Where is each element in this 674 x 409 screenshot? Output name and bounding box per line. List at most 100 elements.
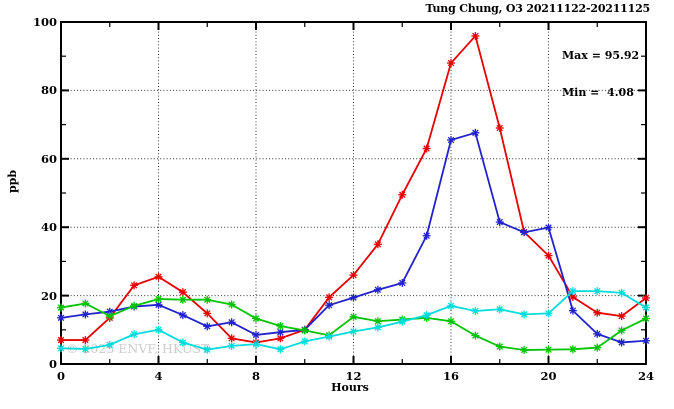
x-tick-label: 20 (540, 369, 557, 383)
marker-red (203, 310, 211, 317)
x-axis-label: Hours (331, 381, 369, 394)
marker-red (642, 294, 650, 302)
marker-cyan (642, 304, 650, 311)
marker-cyan (301, 338, 309, 345)
marker-cyan (252, 340, 260, 348)
marker-blue (496, 218, 504, 226)
marker-red (82, 336, 89, 344)
marker-blue (325, 301, 333, 309)
marker-green (82, 300, 89, 307)
stats-min: Min = 4.08 (562, 86, 634, 100)
marker-cyan (179, 339, 187, 346)
x-tick-label: 0 (56, 369, 65, 383)
marker-cyan (496, 306, 504, 313)
marker-cyan (130, 330, 138, 338)
marker-blue (520, 229, 528, 236)
y-tick-label: 60 (40, 151, 57, 166)
marker-green (545, 346, 552, 353)
marker-green (374, 317, 382, 325)
marker-blue (252, 331, 260, 339)
marker-green (106, 312, 114, 320)
marker-cyan (398, 318, 406, 325)
marker-red (374, 241, 382, 248)
x-tick-label: 16 (442, 369, 459, 383)
marker-cyan (155, 326, 162, 334)
marker-cyan (350, 328, 357, 335)
marker-green (228, 301, 235, 308)
marker-blue (350, 294, 357, 301)
y-tick-label: 20 (40, 288, 57, 303)
marker-green (569, 346, 577, 353)
marker-cyan (325, 333, 333, 340)
marker-green (57, 304, 65, 311)
marker-cyan (593, 287, 601, 295)
marker-green (472, 332, 479, 339)
marker-cyan (277, 346, 284, 353)
y-tick-label: 100 (32, 15, 57, 29)
y-tick-label: 0 (48, 357, 57, 371)
marker-green (593, 344, 601, 351)
marker-red (496, 124, 504, 132)
marker-cyan (545, 310, 552, 317)
marker-red (447, 59, 455, 67)
marker-green (642, 315, 650, 322)
marker-red (472, 32, 479, 40)
marker-red (179, 288, 187, 296)
marker-blue (472, 129, 479, 137)
stats-box: Max = 95.92 Min = 4.08 (562, 26, 639, 125)
marker-cyan (82, 345, 89, 353)
series-line-blue (60, 131, 647, 344)
marker-cyan (520, 311, 528, 318)
marker-cyan (228, 342, 235, 350)
y-tick-label: 80 (40, 83, 57, 98)
marker-cyan (423, 311, 430, 319)
marker-red (545, 252, 552, 259)
marker-blue (179, 311, 187, 319)
marker-red (618, 312, 625, 320)
marker-red (228, 335, 235, 342)
marker-green (130, 302, 138, 310)
marker-red (350, 271, 357, 279)
marker-blue (545, 224, 552, 231)
marker-blue (82, 311, 89, 318)
marker-red (423, 145, 430, 152)
marker-cyan (374, 324, 382, 331)
marker-cyan (203, 346, 211, 353)
x-tick-label: 8 (251, 369, 260, 383)
marker-green (350, 313, 357, 321)
marker-red (155, 273, 162, 281)
marker-green (203, 296, 211, 303)
marker-blue (203, 323, 211, 330)
marker-green (155, 295, 162, 303)
x-tick-label: 4 (154, 369, 163, 383)
marker-blue (618, 339, 625, 346)
y-axis-label: ppb (5, 169, 19, 194)
marker-red (569, 293, 577, 301)
marker-blue (277, 328, 284, 336)
marker-red (398, 191, 406, 198)
marker-blue (374, 286, 382, 294)
marker-red (277, 335, 284, 342)
marker-green (447, 317, 455, 325)
marker-green (520, 346, 528, 354)
marker-cyan (472, 307, 479, 315)
marker-blue (57, 314, 65, 322)
x-tick-label: 24 (637, 369, 654, 383)
marker-cyan (57, 345, 65, 352)
marker-red (593, 309, 601, 316)
marker-blue (398, 279, 406, 287)
x-tick-label: 12 (345, 369, 362, 383)
marker-cyan (447, 302, 455, 310)
marker-blue (423, 232, 430, 240)
marker-blue (447, 136, 455, 144)
y-tick-label: 40 (40, 220, 57, 235)
marker-green (277, 322, 284, 330)
marker-cyan (569, 287, 577, 295)
marker-green (496, 343, 504, 350)
marker-red (325, 294, 333, 301)
marker-blue (642, 337, 650, 345)
marker-green (301, 327, 309, 334)
marker-blue (569, 307, 577, 314)
marker-red (57, 336, 65, 344)
